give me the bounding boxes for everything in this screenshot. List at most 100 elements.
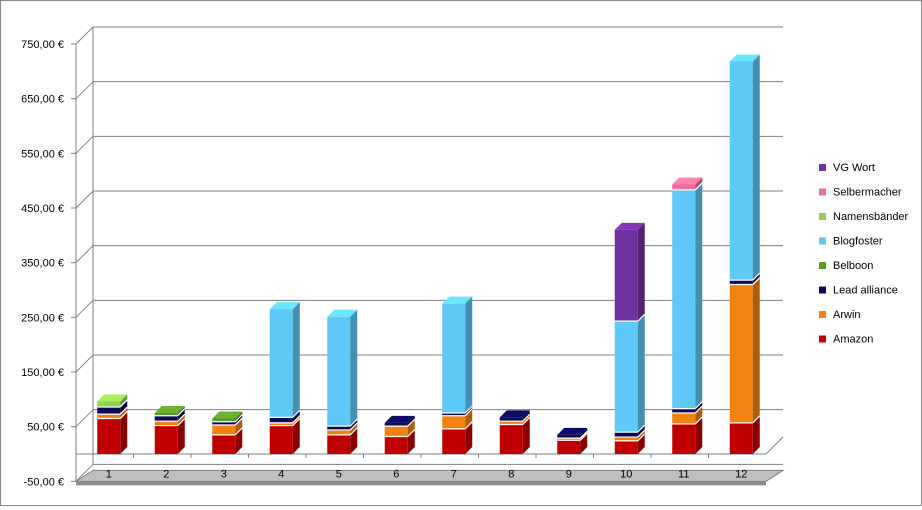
gridline-diagonal — [75, 190, 94, 209]
bar-segment-front — [614, 321, 638, 433]
bar-segment-separator — [464, 405, 473, 414]
bar-segment-separator — [464, 408, 473, 417]
bar-segment-separator — [694, 405, 703, 414]
gridline-diagonal — [75, 245, 94, 264]
bar-segment — [614, 433, 645, 454]
bar-segment-front — [212, 418, 236, 422]
bar-segment — [672, 406, 703, 425]
bar-segment-separator — [637, 429, 646, 438]
bar-segment-front — [672, 413, 696, 424]
bar-segment-separator — [292, 409, 301, 418]
bar-segment-side — [177, 408, 185, 422]
bar-segment-separator — [694, 401, 703, 410]
bar-segment-front — [327, 429, 351, 435]
bar-segment-front — [327, 434, 351, 454]
bar-segment-front — [672, 184, 696, 190]
bar-segment-side — [522, 410, 530, 422]
bar-segment-separator — [522, 417, 531, 425]
gridline-diagonal — [75, 409, 94, 428]
bar-segment — [672, 177, 703, 191]
x-tick-label: 11 — [678, 468, 689, 480]
bar-segment-side — [695, 182, 703, 409]
bar-segment-side — [350, 419, 358, 430]
bar-top — [97, 394, 128, 402]
bar-segment-side — [637, 425, 645, 438]
bar-segment-front — [97, 418, 121, 454]
legend-item: Namensbänder — [819, 211, 909, 223]
x-tick-label: 10 — [620, 468, 632, 480]
x-tick-label: 3 — [221, 468, 227, 480]
bar-segment-side — [752, 54, 760, 281]
bar-segment-side — [695, 177, 703, 190]
bar-top — [269, 302, 300, 310]
y-tick-label: 50,00 € — [27, 422, 64, 434]
bar-segment-separator — [637, 424, 646, 433]
bar-segment-front — [154, 415, 178, 422]
bar-segment-front — [97, 414, 121, 419]
gridline-diagonal — [75, 135, 94, 154]
bar-segment-side — [235, 427, 243, 454]
legend-label: Selbermacher — [833, 187, 902, 199]
bar-segment-side — [522, 417, 530, 454]
bar-segment-side — [292, 418, 300, 454]
bars — [97, 54, 761, 454]
bar-segment-front — [269, 309, 293, 418]
legend-item: Selbermacher — [819, 187, 902, 199]
chart-walls — [74, 27, 785, 486]
y-tick-label: 750,00 € — [21, 39, 64, 51]
bar-segment-side — [350, 427, 358, 454]
bar-segment-separator — [234, 414, 243, 423]
bar-segment-separator — [349, 422, 358, 431]
bar-segment-separator — [694, 416, 703, 425]
bar-segment-side — [695, 401, 703, 413]
bar-segment-front — [729, 61, 753, 281]
bar-segment — [672, 416, 703, 454]
y-tick-label: 350,00 € — [21, 258, 64, 270]
bar-segment-front — [154, 425, 178, 454]
bar-segment — [384, 419, 416, 438]
bar-segment-front — [327, 316, 351, 427]
bar-segment-separator — [407, 429, 416, 437]
bar-segment-side — [637, 222, 645, 322]
bar-segment — [269, 302, 301, 418]
legend-swatch — [819, 188, 826, 196]
bar-segment-side — [235, 418, 243, 435]
bar-segment-separator — [234, 427, 243, 436]
bar-segment — [212, 411, 243, 423]
bar-segment-separator — [119, 411, 128, 419]
bar-segment-side — [465, 408, 473, 429]
bar-segment-separator — [177, 413, 186, 422]
x-tick-label: 4 — [278, 468, 284, 480]
bar-segment — [442, 421, 473, 454]
bar-segment-separator — [752, 272, 761, 281]
legend-swatch — [819, 262, 826, 269]
bar-segment-side — [350, 422, 358, 435]
bar-segment-side — [752, 277, 760, 423]
x-tick-label: 8 — [508, 468, 514, 480]
y-tick-label: 550,00 € — [21, 148, 64, 160]
bar-segment-side — [407, 419, 415, 437]
bar-segment-front — [729, 280, 753, 285]
legend-label: Lead alliance — [833, 285, 898, 297]
bar-segment-side — [292, 302, 300, 418]
bar-segment-separator — [694, 182, 703, 191]
bar-segment — [327, 427, 358, 454]
bar-segment-front — [269, 425, 293, 454]
bar-segment-front — [212, 434, 236, 454]
bar-top — [499, 410, 530, 418]
bar-segment-separator — [292, 415, 301, 424]
bar-segment — [97, 407, 128, 420]
bar-segment-side — [465, 296, 473, 413]
bar-segment-front — [154, 421, 178, 426]
bar-segment-front — [499, 424, 523, 454]
y-tick-label: 150,00 € — [21, 367, 64, 379]
bar-segment-side — [120, 394, 128, 407]
legend-label: Namensbänder — [833, 211, 909, 223]
bar-segment-side — [637, 314, 645, 433]
bar-segment — [154, 414, 186, 427]
bar-segment-front — [384, 436, 408, 454]
bar-segment — [614, 222, 646, 322]
bar-segment-separator — [119, 399, 128, 408]
bar-segment-side — [695, 416, 703, 454]
